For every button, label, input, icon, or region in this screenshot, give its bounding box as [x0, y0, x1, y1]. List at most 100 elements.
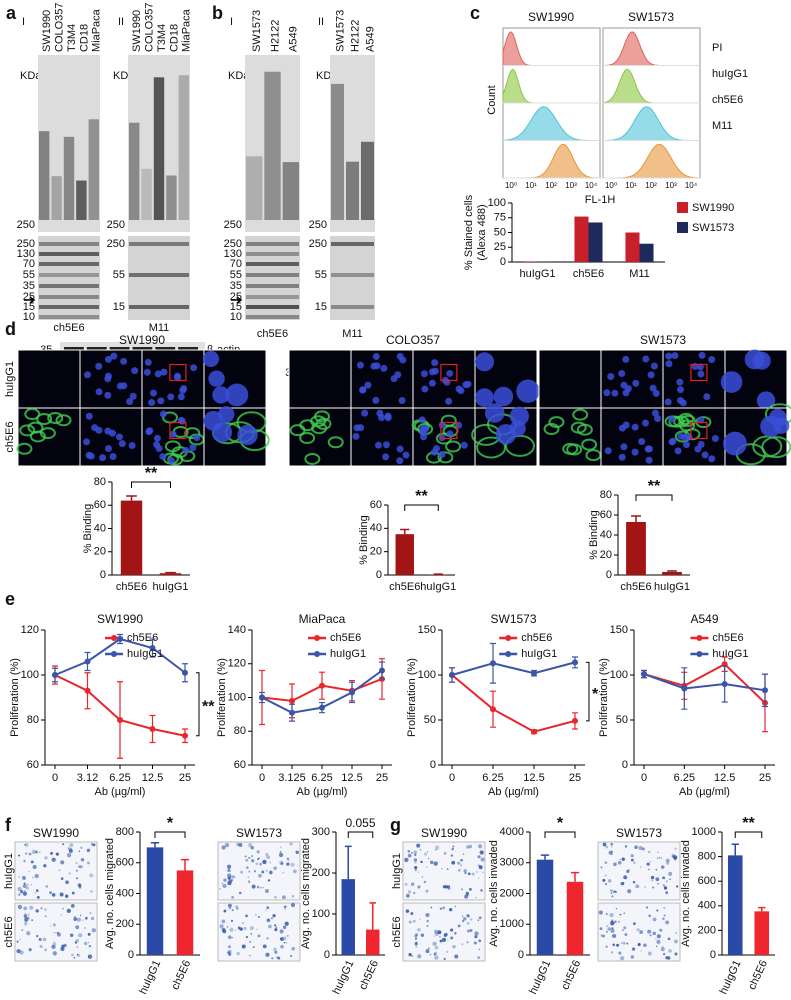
cell-speck: [17, 904, 23, 910]
cell-speck: [78, 850, 81, 853]
blot-smear: [282, 162, 299, 220]
cell-speck: [663, 914, 666, 917]
nucleus: [180, 384, 188, 392]
cell-speck: [286, 934, 289, 937]
cell-speck: [428, 947, 430, 950]
cell-speck: [443, 851, 447, 855]
cell-speck: [227, 935, 232, 940]
micrograph: [14, 902, 98, 962]
cell-speck: [646, 862, 650, 866]
cell-speck: [457, 861, 461, 865]
significance-bracket: [196, 672, 200, 737]
bar: [754, 911, 770, 955]
cell-speck: [34, 892, 37, 894]
cell-speck: [250, 855, 254, 858]
cell-speck: [656, 934, 661, 939]
nucleus: [104, 391, 112, 399]
cell-stain: [543, 422, 560, 435]
blot: [38, 55, 100, 232]
blot-band: [39, 262, 99, 266]
cell-speck: [408, 920, 412, 924]
error-bar: [758, 906, 766, 912]
cell-speck: [231, 936, 234, 939]
error-bar: [165, 571, 176, 574]
cell-speck: [55, 932, 57, 934]
nucleus: [131, 367, 139, 375]
cell-speck: [285, 942, 288, 944]
cell-speck: [18, 876, 20, 878]
y-tick-label: 1000: [500, 918, 524, 930]
cell-speck: [65, 894, 69, 898]
series-line: [643, 662, 766, 704]
cell-speck: [73, 917, 78, 921]
cell-speck: [457, 868, 461, 872]
nucleus: [642, 355, 650, 363]
cell-speck: [279, 851, 282, 853]
nucleus: [677, 432, 685, 440]
cell-speck: [434, 931, 439, 936]
zoom-box: [690, 421, 708, 440]
cell-speck: [22, 876, 26, 880]
x-tick-label: 0: [449, 772, 455, 784]
cell-speck: [649, 861, 651, 863]
cell-speck: [645, 906, 649, 909]
flow-legend: huIgG1: [712, 68, 748, 80]
cell-speck: [28, 870, 30, 873]
y-tick-label: 400: [698, 900, 716, 912]
lane-label: H2122: [349, 20, 361, 52]
cell-speck: [60, 877, 64, 880]
cell-speck: [610, 921, 615, 926]
cell-speck: [652, 931, 657, 936]
cell-speck: [405, 893, 410, 898]
y-tick-label: 140: [228, 624, 246, 636]
y-tick-label: 1000: [692, 826, 716, 838]
y-tick-label: 400: [116, 887, 134, 899]
lane-label: H2122: [269, 20, 281, 52]
x-tick-label: 6.25: [311, 772, 332, 784]
cell-stain: [327, 436, 344, 449]
cell-speck: [256, 928, 258, 931]
y-tick-label: 75: [494, 212, 506, 224]
cell-speck: [266, 855, 271, 860]
cell-speck: [662, 884, 666, 887]
lane-label: SW1990: [41, 10, 53, 52]
cell-speck: [624, 845, 628, 848]
cell-speck: [454, 954, 459, 959]
cell-speck: [605, 945, 608, 948]
cell-speck: [636, 928, 640, 932]
nucleus: [649, 384, 657, 392]
cell-speck: [69, 848, 73, 853]
kda-marker: 250: [309, 219, 327, 231]
cell-speck: [18, 854, 21, 857]
cell-speck: [443, 933, 448, 938]
error-bar: [400, 528, 410, 535]
cell-speck: [44, 948, 47, 952]
error-bar: [150, 842, 160, 848]
blot: [330, 236, 375, 320]
cell-speck: [429, 953, 432, 956]
cell-speck: [75, 938, 80, 943]
cell-speck: [40, 907, 43, 910]
cell-speck: [637, 942, 641, 946]
nucleus: [516, 379, 540, 403]
nucleus: [445, 397, 453, 405]
nucleus: [208, 370, 225, 387]
cell-speck: [250, 846, 254, 850]
cell-speck: [262, 859, 267, 865]
cell-speck: [273, 866, 277, 870]
cell-speck: [243, 926, 247, 931]
nucleus: [212, 386, 230, 404]
cell-speck: [271, 957, 274, 960]
cell-speck: [24, 843, 27, 846]
cell-speck: [454, 932, 457, 935]
cell-stain: [19, 424, 36, 437]
cell-speck: [439, 935, 441, 938]
flow-tick-label: 10²: [545, 181, 557, 190]
cell-speck: [621, 857, 625, 861]
nucleus: [431, 359, 439, 367]
cell-speck: [67, 847, 69, 849]
nucleus: [154, 370, 162, 378]
cell-speck: [415, 937, 418, 940]
cell-speck: [51, 857, 56, 862]
cell-speck: [22, 891, 27, 896]
